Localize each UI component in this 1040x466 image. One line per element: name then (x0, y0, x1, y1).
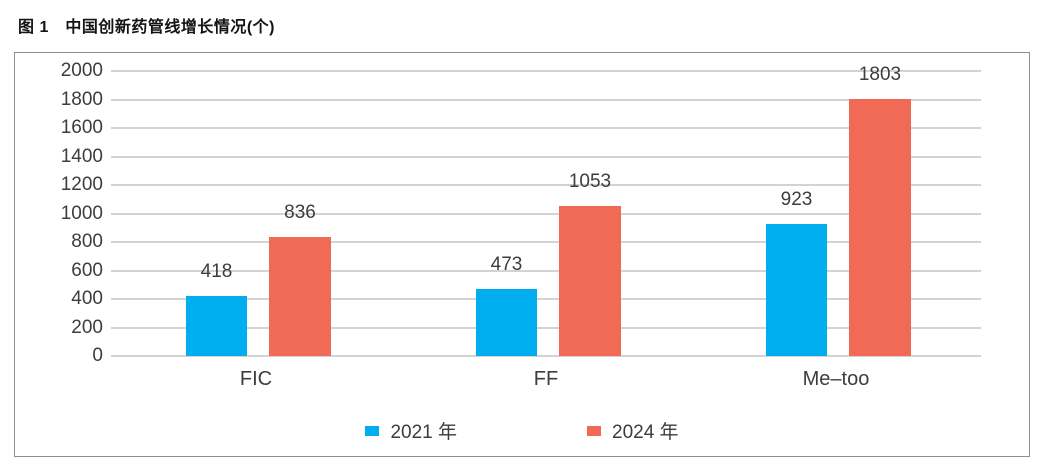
y-axis-label-0: 0 (92, 345, 103, 366)
y-axis-label-400: 400 (71, 288, 103, 309)
gridline-1600 (111, 127, 981, 129)
chart-legend: 2021 年 2024 年 (15, 417, 1029, 444)
bar-Me–too-2021 年 (766, 224, 827, 356)
bar-value-Me–too-2021 年: 923 (780, 189, 813, 211)
bar-FIC-2024 年 (269, 236, 331, 356)
figure-title: 图 1 中国创新药管线增长情况(个) (18, 19, 276, 36)
y-axis-label-1200: 1200 (60, 174, 103, 195)
legend-marker-icon-2024 年 (587, 425, 601, 436)
bar-value-FF-2021 年: 473 (490, 253, 523, 275)
bar-value-FIC-2021 年: 418 (200, 261, 233, 283)
y-axis-label-1000: 1000 (60, 202, 103, 224)
chart-box: 0 200 400 600 800 1000 1200 1400 1600 1800 2000 FIC… (14, 52, 1030, 457)
x-axis-label-Me–too: Me–too (802, 368, 870, 390)
x-axis-label-FF: FF (533, 368, 559, 390)
gridline-600 (111, 269, 981, 272)
x-axis-label-FIC: FIC (239, 368, 273, 390)
gridline-2000 (111, 70, 981, 72)
legend-label-2021 年: 2021 年 (390, 422, 457, 443)
bar-value-FF-2024 年: 1053 (568, 170, 612, 192)
y-axis-label-1800: 1800 (60, 88, 103, 110)
y-axis-label-2000: 2000 (60, 60, 103, 81)
gridline-1400 (111, 155, 981, 158)
legend-label-2024 年: 2024 年 (612, 422, 679, 443)
y-axis-label-200: 200 (71, 316, 103, 338)
gridline-800 (111, 241, 981, 243)
y-axis-label-800: 800 (71, 231, 103, 252)
bar-FF-2021 年 (476, 288, 537, 356)
gridline-400 (111, 298, 981, 300)
gridline-1000 (111, 212, 981, 215)
gridline-200 (111, 326, 981, 329)
legend-marker-icon-2021 年 (365, 425, 380, 436)
gridline-0 (111, 355, 981, 357)
legend-item-2024 年: 2024 年 (587, 417, 679, 444)
bar-FIC-2021 年 (186, 296, 247, 356)
bar-value-FIC-2024 年: 836 (284, 201, 316, 223)
bar-Me–too-2024 年 (849, 99, 911, 356)
y-axis-label-1600: 1600 (60, 117, 103, 138)
legend-item-2021 年: 2021 年 (365, 417, 457, 444)
y-axis-label-1400: 1400 (60, 145, 103, 167)
gridline-1800 (111, 98, 981, 101)
bar-value-Me–too-2024 年: 1803 (858, 64, 902, 86)
bar-FF-2024 年 (559, 205, 621, 356)
y-axis-label-600: 600 (71, 259, 103, 281)
plot-area: 0 200 400 600 800 1000 1200 1400 1600 1800 2000 FIC… (61, 60, 981, 390)
gridline-1200 (111, 184, 981, 186)
